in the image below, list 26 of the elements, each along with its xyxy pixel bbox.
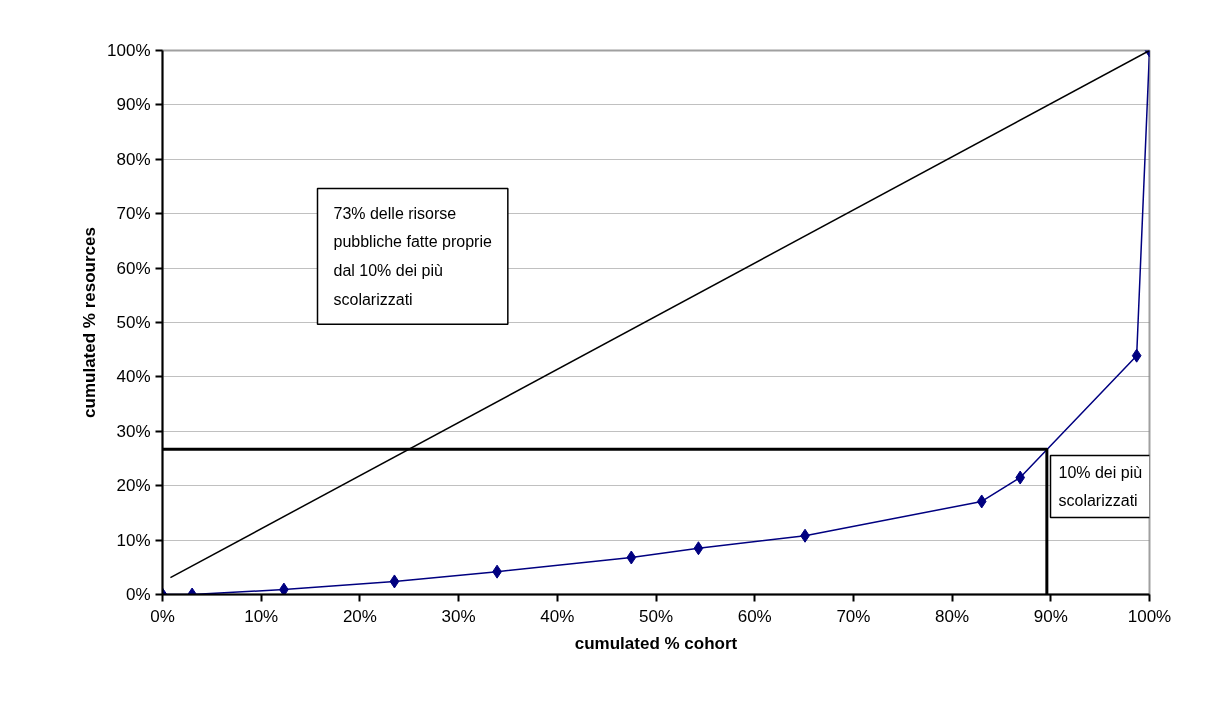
- x-tick-label: 20%: [342, 606, 377, 626]
- x-tick-label: 50%: [638, 606, 674, 626]
- y-tick-label: 10%: [116, 530, 151, 550]
- y-tick-label: 30%: [116, 421, 151, 441]
- y-tick-label: 100%: [107, 41, 151, 60]
- annotation: 10% dei più scolarizzati: [1058, 463, 1143, 510]
- y-tick-label: 50%: [116, 313, 151, 332]
- y-tick-label: 90%: [116, 95, 151, 115]
- y-tick-label: 60%: [116, 258, 151, 278]
- x-tick-label: 80%: [935, 606, 970, 626]
- x-tick-label: 90%: [1033, 606, 1068, 626]
- x-tick-label: 40%: [540, 606, 575, 626]
- x-tick-label: 10%: [244, 606, 279, 626]
- y-tick-label: 80%: [116, 149, 151, 169]
- annotation: 73% delle risorse pubbliche fatte proprie dal 10% dei più scolarizzati: [333, 204, 492, 309]
- x-axis-title: cumulated % cohort: [574, 633, 738, 653]
- y-tick-label: 0%: [125, 585, 151, 604]
- x-tick-label: 0%: [150, 606, 175, 626]
- x-tick-label: 30%: [441, 606, 476, 626]
- y-axis-title: cumulated % resources: [80, 227, 100, 418]
- x-tick-label: 100%: [1127, 606, 1172, 626]
- x-tick-label: 60%: [737, 606, 772, 626]
- y-tick-label: 20%: [116, 476, 151, 496]
- y-tick-label: 70%: [116, 204, 151, 224]
- y-tick-label: 40%: [116, 367, 151, 387]
- x-tick-label: 70%: [836, 606, 871, 626]
